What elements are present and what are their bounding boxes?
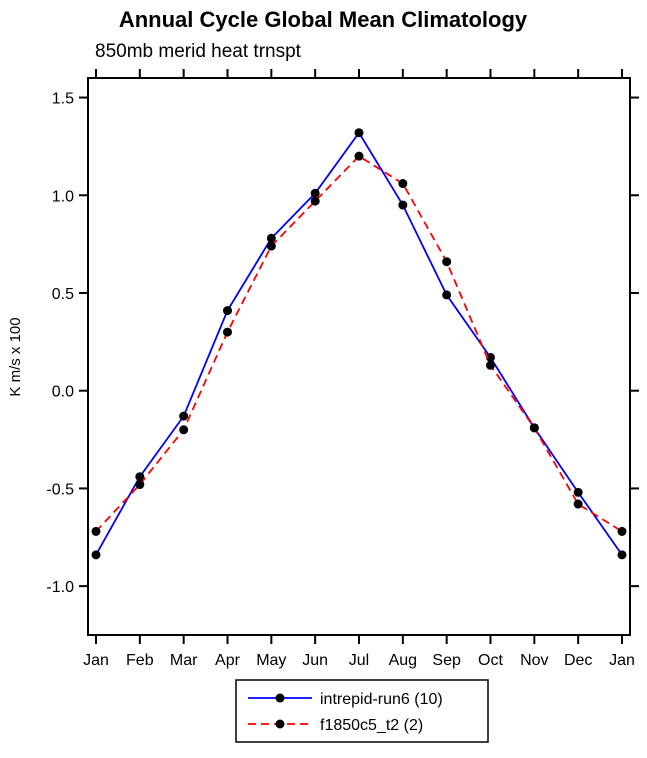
legend: intrepid-run6 (10) f1850c5_t2 (2) [235,679,489,743]
legend-marker-1 [275,719,285,729]
series-0-data-point [135,472,145,482]
y-axis-label: K m/s x 100 [7,317,24,396]
plot-area: 1.5 1.0 0.5 0.0 -0.5 -1.0 Jan Feb Mar Apr May Jun Ju… [46,69,639,669]
plot-frame [87,77,631,636]
series-1-data-point [223,327,232,337]
x-tick-label: Jan [83,652,109,669]
series-1-data-point [91,526,101,536]
series-0-data-point [573,487,583,497]
series-0-data-point [486,352,495,362]
series-1-data-point [486,360,495,370]
series-0-data-point [223,306,232,316]
y-tick-label: 1.5 [52,91,74,108]
x-tick-label: Feb [126,652,154,669]
series-1-data-point [398,179,408,189]
y-tick-label: -0.5 [46,481,74,498]
series-line-1 [95,155,623,533]
x-tick-label: Nov [520,652,548,669]
series-1-data-point [266,241,276,251]
x-tick-label: Jan [609,652,635,669]
x-tick-label: Oct [478,652,503,669]
legend-label-0: intrepid-run6 (10) [320,691,443,708]
x-tick-label: Aug [389,652,417,669]
x-tick-label: Jul [349,652,369,669]
x-tick-label: Jun [302,652,328,669]
series-1-data-point [135,480,145,490]
y-tick-label: 0.0 [52,384,74,401]
x-tick-label: Apr [215,652,241,669]
series-0-data-point [354,128,364,138]
x-tick-label: Dec [564,652,592,669]
series-1-data-point [617,526,627,536]
series-0-data-point [442,290,452,300]
x-tick-label: May [256,652,286,669]
x-tick-label: Mar [170,652,198,669]
series-1-data-point [529,423,539,433]
chart-subtitle: 850mb merid heat trnspt [95,41,302,62]
series-1-data-point [310,196,320,206]
series-0-data-point [179,411,189,421]
series-0-data-point [91,550,101,560]
y-tick-label: 0.5 [52,286,74,303]
series-1-data-point [573,499,583,509]
series-1-data-point [179,425,189,435]
series-0-data-point [310,188,320,198]
y-tick-label: 1.0 [52,188,74,205]
series-0-data-point [398,200,408,210]
series-1-data-point [354,151,364,161]
x-tick-label: Sep [432,652,461,669]
legend-box [235,679,489,743]
series-0-data-point [266,233,276,243]
legend-marker-0 [275,693,285,703]
series-line-0 [95,131,623,556]
chart-title: Annual Cycle Global Mean Climatology [119,7,528,32]
y-tick-label: -1.0 [46,579,74,596]
legend-label-1: f1850c5_t2 (2) [320,717,423,734]
series-0-data-point [617,550,627,560]
series-1-data-point [442,257,452,267]
